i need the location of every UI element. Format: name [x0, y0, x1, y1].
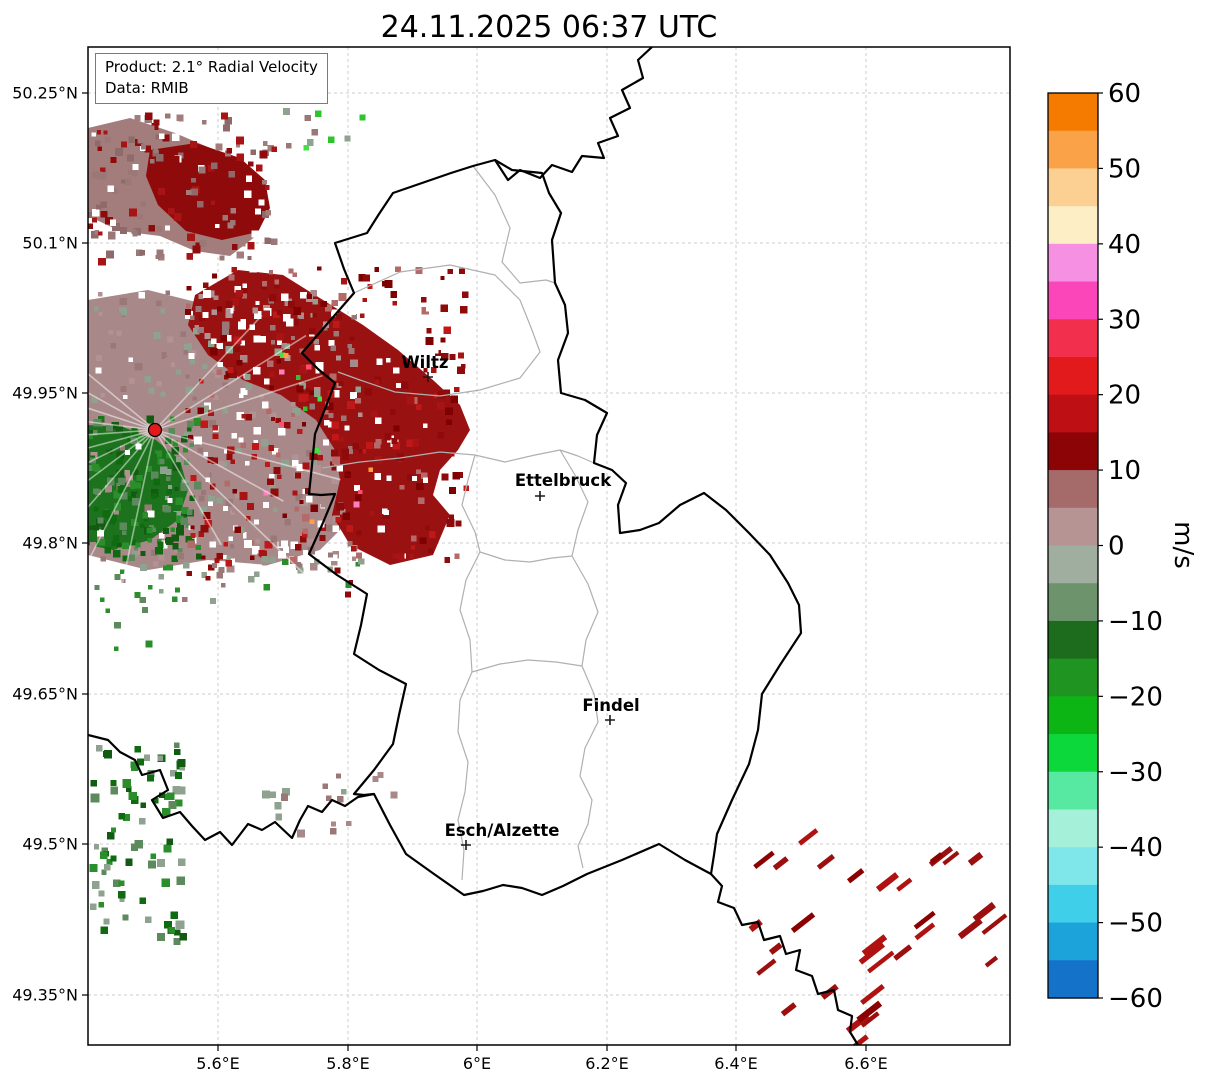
colorbar-segment	[1048, 470, 1098, 509]
x-tick-label: 6.2°E	[585, 1054, 629, 1073]
luxembourg-border	[300, 158, 803, 897]
colorbar-segment	[1048, 93, 1098, 132]
colorbar-tick-label: 50	[1108, 154, 1141, 184]
colorbar-segment	[1048, 884, 1098, 924]
speckles-south-mauve	[262, 772, 398, 838]
city-label: Esch/Alzette	[445, 821, 560, 840]
colorbar-segment	[1048, 734, 1098, 773]
figure-title: 24.11.2025 06:37 UTC	[380, 10, 718, 45]
plot-border	[87, 46, 1011, 1046]
colorbar-tick-label: 0	[1108, 532, 1125, 562]
axis-labels: 5.6°E 5.8°E 6°E 6.2°E 6.4°E 6.6°E 50.25°N 50.1°…	[12, 84, 888, 1074]
y-tick-label: 50.25°N	[12, 84, 78, 103]
colorbar-tick-label: 20	[1108, 381, 1141, 411]
colorbar-segment	[1048, 243, 1098, 283]
colorbar-segment	[1048, 319, 1098, 358]
speckles-top-scatter	[283, 108, 366, 151]
colorbar-segment	[1048, 620, 1098, 660]
colorbar-tick-label: 60	[1108, 79, 1141, 109]
colorbar-segment	[1048, 206, 1098, 245]
radar-beam-rays	[88, 314, 341, 597]
colorbar-segment	[1048, 168, 1098, 207]
y-tick-label: 50.1°N	[22, 234, 78, 253]
product-label: Product: 2.1° Radial Velocity	[105, 58, 318, 76]
city-label: Findel	[582, 696, 639, 715]
canton-borders	[321, 165, 599, 881]
colorbar-unit-label: m/s	[1168, 521, 1198, 569]
x-tick-label: 6.6°E	[844, 1054, 888, 1073]
city-label: Ettelbruck	[515, 471, 612, 490]
colorbar-tick-label: −40	[1108, 833, 1163, 863]
y-tick-label: 49.95°N	[12, 384, 78, 403]
colorbar-tick-label: −60	[1108, 984, 1163, 1014]
city-label: Wiltz	[401, 353, 448, 372]
colorbar-segment	[1048, 356, 1098, 396]
colorbar: 60 50 40 30 20 10 0 −10 −20 −30 −40 −50 −60	[1047, 79, 1163, 1014]
y-tick-label: 49.5°N	[22, 835, 78, 854]
colorbar-tick-label: 40	[1108, 230, 1141, 260]
y-tick-label: 49.65°N	[12, 685, 78, 704]
colorbar-segment	[1048, 545, 1098, 584]
colorbar-tick-label: −10	[1108, 607, 1163, 637]
x-tick-label: 5.8°E	[326, 1054, 370, 1073]
colorbar-segment	[1048, 960, 1098, 999]
france-belgium-border	[88, 733, 375, 847]
colorbar-segment	[1048, 281, 1098, 320]
colorbar-tick-label: −50	[1108, 909, 1163, 939]
colorbar-tick-label: −30	[1108, 758, 1163, 788]
colorbar-segment	[1048, 130, 1098, 170]
x-tick-label: 5.6°E	[196, 1054, 240, 1073]
colorbar-segment	[1048, 432, 1098, 471]
city-plus-marker	[461, 840, 471, 850]
colorbar-segment	[1048, 583, 1098, 622]
colorbar-tick-label: −20	[1108, 682, 1163, 712]
colorbar-segment	[1048, 771, 1098, 811]
colorbar-segment	[1048, 809, 1098, 848]
colorbar-segment	[1048, 696, 1098, 735]
colorbar-segment	[1048, 922, 1098, 961]
country-borders	[88, 47, 859, 1045]
france-germany-border	[710, 873, 859, 1045]
x-tick-label: 6.4°E	[714, 1054, 758, 1073]
colorbar-tick-label: 10	[1108, 456, 1141, 486]
y-tick-label: 49.8°N	[22, 534, 78, 553]
x-tick-label: 6°E	[463, 1054, 491, 1073]
colorbar-tick-label: 30	[1108, 305, 1141, 335]
colorbar-segment	[1048, 847, 1098, 886]
se-velocity-streaks	[748, 828, 1008, 1045]
belgium-germany-border	[494, 47, 653, 182]
data-source-label: Data: RMIB	[105, 79, 189, 97]
colorbar-segment	[1048, 507, 1098, 547]
city-plus-marker	[535, 491, 545, 501]
speckles-northwest	[88, 112, 278, 266]
city-labels: Wiltz Ettelbruck Findel Esch/Alzette	[401, 353, 640, 850]
speckles-southwest-green	[89, 742, 187, 946]
product-info-box: Product: 2.1° Radial Velocity Data: RMIB	[95, 53, 328, 104]
colorbar-segment	[1048, 658, 1098, 697]
city-plus-marker	[423, 372, 433, 382]
radar-site-marker	[147, 422, 163, 438]
speckles-red-accents	[263, 352, 373, 525]
speckles-green-west	[88, 415, 202, 562]
y-tick-label: 49.35°N	[12, 986, 78, 1005]
colorbar-segment	[1048, 394, 1098, 433]
city-plus-marker	[605, 715, 615, 725]
radar-map-layer	[88, 47, 1008, 1045]
